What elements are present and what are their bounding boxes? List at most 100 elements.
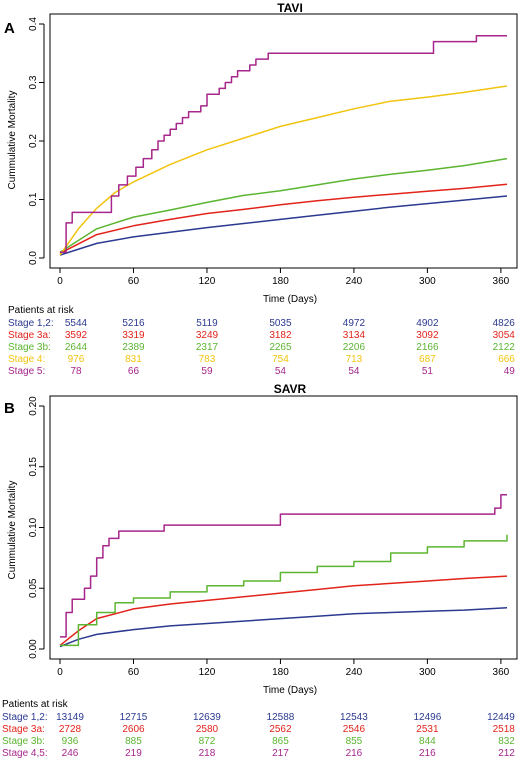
y-axis-label-tavi: Cummulative Mortality [7, 91, 18, 190]
at-risk-value-savr: 2580 [196, 724, 219, 735]
at-risk-value-tavi: 713 [346, 354, 363, 365]
at-risk-value-tavi: 54 [275, 366, 287, 377]
at-risk-value-tavi: 2166 [416, 342, 439, 353]
at-risk-label-savr: Stage 1,2: [2, 712, 48, 723]
at-risk-value-tavi: 687 [419, 354, 436, 365]
at-risk-value-savr: 217 [272, 748, 289, 759]
at-risk-value-tavi: 78 [70, 366, 82, 377]
at-risk-value-savr: 2562 [269, 724, 292, 735]
at-risk-value-savr: 2518 [493, 724, 516, 735]
at-risk-value-savr: 12588 [267, 712, 295, 723]
at-risk-value-tavi: 49 [504, 366, 516, 377]
x-tick-label-tavi: 60 [128, 276, 140, 287]
x-tick-label-savr: 60 [128, 667, 140, 678]
series-line-stage-1-2-savr [59, 606, 508, 648]
at-risk-value-tavi: 3092 [416, 330, 439, 341]
at-risk-value-tavi: 2644 [65, 342, 88, 353]
y-tick-label-savr: 0.10 [28, 517, 39, 537]
x-tick-label-tavi: 240 [346, 276, 363, 287]
at-risk-label-tavi: Stage 4: [8, 354, 45, 365]
series-line-stage-4-5-savr [60, 493, 507, 638]
at-risk-value-savr: 218 [199, 748, 216, 759]
x-tick-label-tavi: 120 [199, 276, 216, 287]
series-lines-tavi [59, 34, 508, 256]
x-tick-label-savr: 360 [493, 667, 510, 678]
x-tick-label-tavi: 300 [419, 276, 436, 287]
plot-frame-savr [49, 395, 518, 660]
plot-frame-tavi [49, 13, 518, 269]
at-risk-label-savr: Stage 4,5: [2, 748, 48, 759]
at-risk-value-savr: 885 [125, 736, 142, 747]
y-tick-label-savr: 0.20 [28, 396, 39, 416]
at-risk-value-savr: 12449 [487, 712, 515, 723]
at-risk-value-tavi: 2206 [343, 342, 366, 353]
chart-title-savr: SAVR [274, 382, 307, 396]
at-risk-value-tavi: 3249 [196, 330, 219, 341]
at-risk-value-tavi: 66 [128, 366, 140, 377]
at-risk-value-savr: 219 [125, 748, 142, 759]
x-axis-label-tavi: Time (Days) [263, 294, 317, 305]
y-tick-label-tavi: 0.1 [28, 192, 39, 206]
at-risk-value-savr: 844 [419, 736, 436, 747]
at-risk-value-tavi: 54 [348, 366, 360, 377]
at-risk-value-tavi: 51 [422, 366, 434, 377]
plot-border-tavi [49, 13, 518, 269]
at-risk-value-tavi: 754 [272, 354, 289, 365]
at-risk-value-tavi: 2317 [196, 342, 219, 353]
plot-border-savr [49, 395, 518, 660]
panel-letter-a: A [4, 20, 15, 37]
at-risk-value-tavi: 2265 [269, 342, 292, 353]
at-risk-value-tavi: 3182 [269, 330, 292, 341]
at-risk-table-savr: Stage 1,2: 13149 12715 12639 12588 12543 12496… [2, 712, 515, 759]
at-risk-value-savr: 2546 [343, 724, 366, 735]
at-risk-label-tavi: Stage 3a: [8, 330, 51, 341]
at-risk-value-savr: 2531 [416, 724, 439, 735]
series-line-stage-5-tavi [60, 34, 507, 253]
at-risk-value-tavi: 2389 [122, 342, 145, 353]
at-risk-value-savr: 212 [498, 748, 515, 759]
at-risk-value-savr: 216 [419, 748, 436, 759]
at-risk-value-savr: 12715 [120, 712, 148, 723]
at-risk-value-tavi: 4826 [493, 318, 516, 329]
y-tick-label-savr: 0.00 [28, 639, 39, 659]
at-risk-value-tavi: 5119 [196, 318, 218, 329]
at-risk-value-tavi: 3592 [65, 330, 88, 341]
series-line-stage-3b-tavi [59, 157, 508, 253]
at-risk-value-tavi: 4972 [343, 318, 366, 329]
at-risk-value-tavi: 5035 [269, 318, 292, 329]
at-risk-value-savr: 2606 [122, 724, 145, 735]
at-risk-value-tavi: 2122 [493, 342, 516, 353]
x-axis-savr: 0 60 120 180 240 300 360 [57, 658, 510, 678]
at-risk-header-tavi: Patients at risk [8, 305, 75, 316]
at-risk-value-savr: 865 [272, 736, 289, 747]
x-tick-label-savr: 300 [419, 667, 436, 678]
series-line-stage-1-2-tavi [59, 195, 508, 256]
at-risk-value-savr: 12543 [340, 712, 368, 723]
at-risk-value-tavi: 59 [201, 366, 213, 377]
at-risk-table-tavi: Stage 1,2: 5544 5216 5119 5035 4972 4902 4826 St… [8, 318, 515, 377]
at-risk-value-savr: 12639 [193, 712, 221, 723]
at-risk-value-savr: 936 [62, 736, 79, 747]
at-risk-value-tavi: 783 [199, 354, 216, 365]
y-tick-label-tavi: 0.4 [28, 17, 39, 31]
panel-savr: B SAVR Time (Days) Cummulative Mortality… [2, 382, 518, 759]
at-risk-value-tavi: 5544 [65, 318, 88, 329]
at-risk-value-tavi: 3134 [343, 330, 366, 341]
at-risk-value-savr: 246 [62, 748, 79, 759]
series-lines-savr [59, 493, 508, 648]
series-line-stage-3a-savr [59, 575, 508, 646]
x-tick-label-tavi: 180 [272, 276, 289, 287]
at-risk-value-savr: 12496 [413, 712, 441, 723]
x-axis-label-savr: Time (Days) [263, 685, 317, 696]
x-tick-label-savr: 120 [199, 667, 216, 678]
chart-title-tavi: TAVI [277, 1, 303, 15]
at-risk-label-tavi: Stage 1,2: [8, 318, 54, 329]
y-tick-label-tavi: 0.0 [28, 251, 39, 265]
y-tick-label-savr: 0.15 [28, 457, 39, 477]
x-tick-label-savr: 0 [57, 667, 63, 678]
at-risk-value-savr: 872 [199, 736, 216, 747]
series-line-stage-3b-savr [60, 534, 508, 647]
y-tick-label-tavi: 0.2 [28, 134, 39, 148]
panel-letter-b: B [4, 400, 15, 417]
